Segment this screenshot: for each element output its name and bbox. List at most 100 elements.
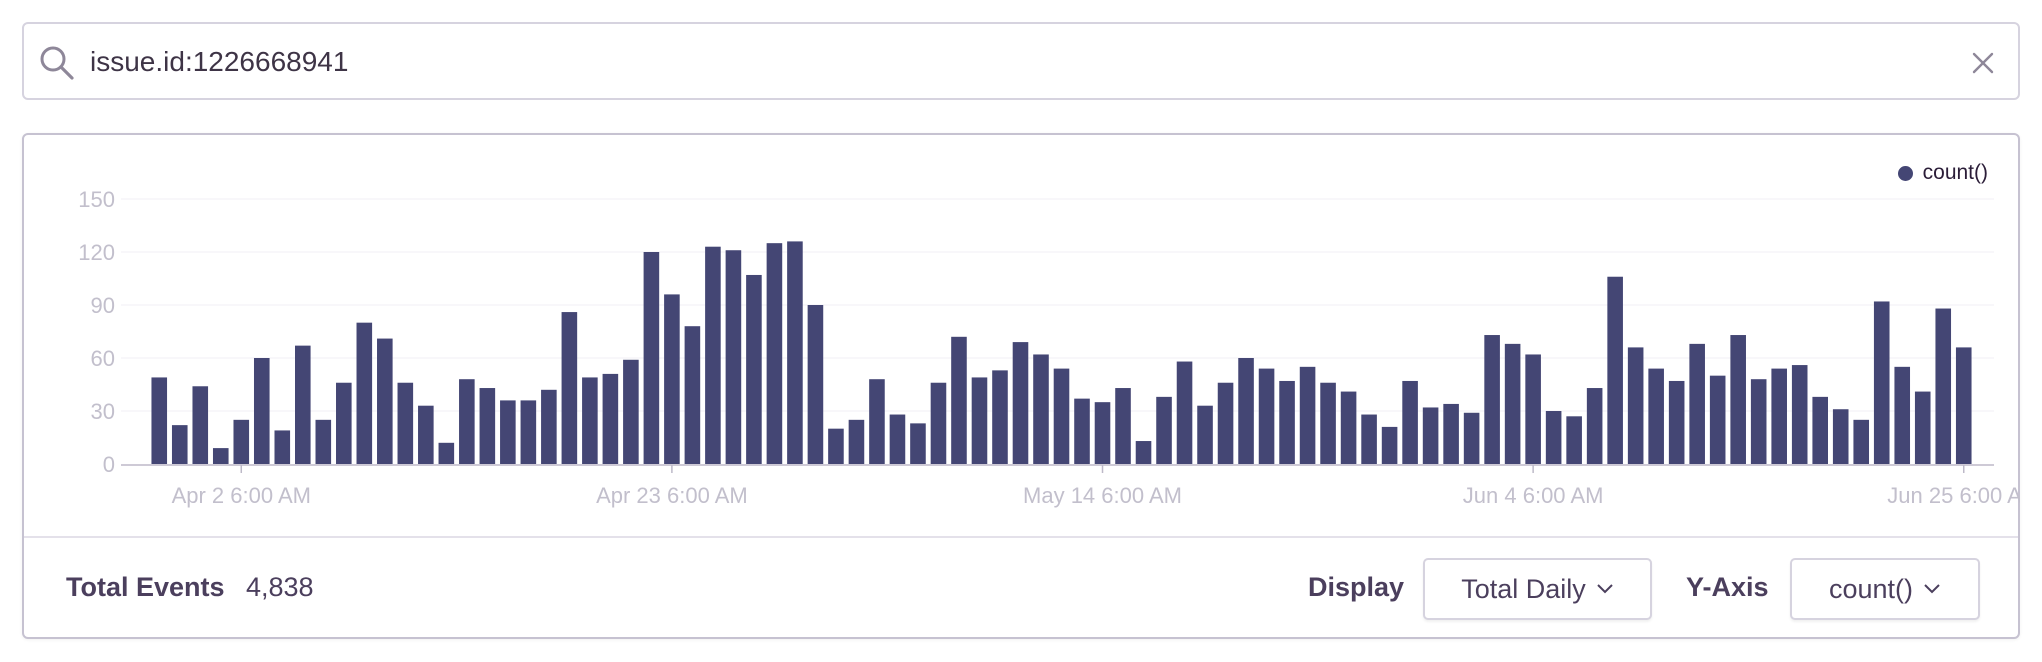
bar — [1320, 382, 1336, 464]
bar — [479, 388, 496, 464]
y-tick-label: 0 — [103, 452, 115, 477]
bar — [684, 326, 701, 464]
bar — [192, 386, 209, 464]
bar — [602, 373, 619, 464]
bar — [1832, 409, 1849, 464]
bar — [1012, 342, 1029, 464]
bar — [315, 419, 332, 464]
bar — [1156, 396, 1172, 464]
legend-label: count() — [1922, 161, 1988, 184]
display-label: Display — [1308, 572, 1405, 602]
bar — [1955, 347, 1972, 464]
bar — [971, 377, 988, 464]
bar — [1873, 301, 1890, 464]
close-icon[interactable] — [1966, 46, 2000, 80]
bar — [930, 382, 947, 464]
bar — [520, 400, 537, 464]
y-tick-label: 90 — [91, 293, 115, 318]
y-tick-label: 150 — [78, 187, 115, 212]
bar — [418, 405, 434, 464]
bar — [1443, 403, 1459, 464]
bar — [1238, 358, 1254, 464]
bar — [766, 243, 783, 464]
search-icon — [40, 46, 74, 80]
events-bar-chart: 0 30 60 90 120 150 Apr 2 6:00 AM Apr 23 6:00 A… — [78, 187, 2020, 508]
x-tick-label: Jun 4 6:00 AM — [1463, 483, 1604, 508]
search-input[interactable]: issue.id:1226668941 — [90, 46, 349, 77]
y-axis-labels: 0 30 60 90 120 150 — [78, 187, 115, 477]
bar — [746, 274, 762, 464]
bar — [1033, 354, 1049, 464]
bar — [1566, 416, 1582, 464]
bar — [438, 442, 455, 464]
bar — [848, 419, 865, 464]
bar — [233, 419, 250, 464]
bar — [869, 379, 885, 464]
display-dropdown[interactable]: Total Daily — [1423, 558, 1652, 620]
bar — [643, 252, 660, 464]
bar — [1484, 335, 1500, 464]
chart-legend: count() — [1897, 161, 1988, 185]
bar — [253, 358, 270, 464]
bar — [377, 338, 393, 464]
x-axis — [121, 464, 1994, 473]
bar — [1586, 388, 1603, 464]
bar — [1689, 343, 1705, 464]
bar — [1176, 361, 1193, 464]
bar — [889, 414, 906, 464]
bar — [171, 425, 188, 464]
bar — [1402, 380, 1418, 464]
bar — [1422, 407, 1439, 464]
bar — [623, 359, 639, 464]
bars — [151, 241, 1972, 464]
bar — [725, 250, 742, 464]
bar — [500, 400, 516, 464]
bar — [1258, 368, 1275, 464]
bar — [1094, 402, 1111, 464]
bar — [1340, 391, 1357, 464]
x-tick-label: May 14 6:00 AM — [1023, 483, 1182, 508]
bar — [1894, 366, 1911, 464]
bar — [561, 312, 578, 464]
bar — [705, 246, 721, 464]
bar — [1648, 368, 1664, 464]
bar — [1709, 375, 1726, 464]
bar — [274, 430, 291, 464]
total-events-value: 4,838 — [246, 572, 314, 602]
bar — [1791, 365, 1808, 464]
bar — [582, 377, 598, 464]
bar — [1935, 308, 1952, 464]
bar — [1074, 398, 1090, 464]
y-tick-label: 60 — [91, 346, 115, 371]
bar — [664, 294, 680, 464]
bar — [1361, 414, 1377, 464]
bar — [992, 370, 1008, 464]
bar — [1217, 382, 1234, 464]
bar — [951, 336, 967, 464]
chevron-down-icon — [1597, 584, 1613, 594]
legend-swatch — [1897, 165, 1913, 181]
bar — [151, 377, 168, 464]
bar — [1750, 379, 1767, 464]
search-bar[interactable]: issue.id:1226668941 — [22, 22, 2020, 100]
y-axis-label: Y-Axis — [1686, 572, 1769, 602]
bar — [828, 428, 844, 464]
bar — [1668, 380, 1685, 464]
bar — [1525, 354, 1541, 464]
bar — [1771, 368, 1787, 464]
display-dropdown-value: Total Daily — [1461, 573, 1586, 604]
bar — [1053, 368, 1070, 464]
bar — [910, 423, 926, 464]
chart-panel: 0 30 60 90 120 150 Apr 2 6:00 AM Apr 23 6:00 A… — [22, 133, 2020, 639]
bar — [1135, 441, 1152, 464]
y-axis-dropdown[interactable]: count() — [1790, 558, 1980, 620]
bar — [1463, 412, 1480, 464]
x-tick-label: Jun 25 6:00 AM — [1887, 483, 2020, 508]
bar — [1504, 343, 1521, 464]
bar — [1853, 419, 1870, 464]
bar — [787, 241, 803, 464]
bar — [1115, 388, 1131, 464]
bar — [807, 305, 824, 464]
bar — [1627, 347, 1644, 464]
bar — [1279, 380, 1295, 464]
